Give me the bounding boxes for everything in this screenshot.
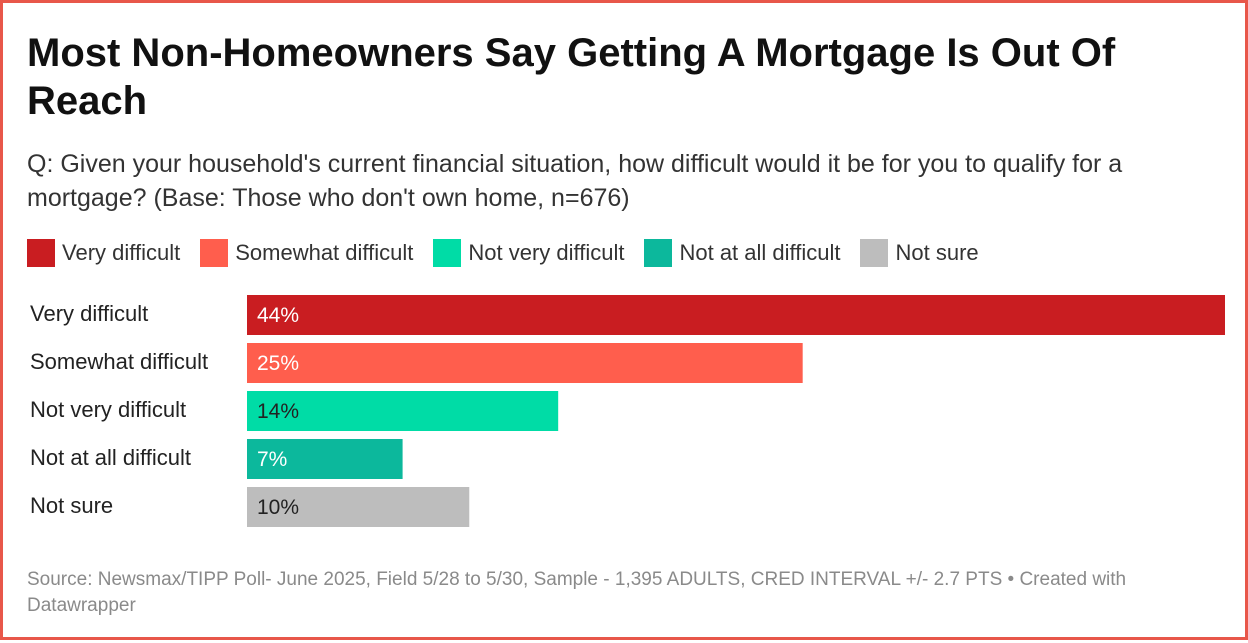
chart-subtitle: Q: Given your household's current financ… — [27, 150, 1123, 212]
value-label: 44% — [257, 304, 299, 327]
value-label: 7% — [257, 448, 287, 471]
legend-label: Not very difficult — [468, 240, 625, 265]
legend-item: Very difficult — [27, 239, 180, 267]
legend-item: Not sure — [860, 239, 979, 267]
legend-swatch — [433, 239, 462, 267]
legend-swatch — [644, 239, 673, 267]
category-label: Somewhat difficult — [30, 349, 208, 374]
category-label: Not very difficult — [30, 397, 186, 422]
legend-swatch — [200, 239, 229, 267]
bar-chart: Very difficult 44% Somewhat difficult 25% No… — [30, 295, 1225, 527]
bar — [247, 295, 1225, 335]
value-label: 10% — [257, 496, 299, 519]
value-label: 25% — [257, 352, 299, 375]
category-label: Not at all difficult — [30, 445, 191, 470]
category-label: Very difficult — [30, 301, 148, 326]
value-label: 14% — [257, 400, 299, 423]
legend-swatch — [860, 239, 889, 267]
legend-label: Not at all difficult — [679, 240, 841, 265]
legend-label: Not sure — [895, 240, 979, 265]
legend-item: Not very difficult — [433, 239, 624, 267]
bar — [247, 439, 403, 479]
legend-item: Not at all difficult — [644, 239, 840, 267]
bar — [247, 391, 559, 431]
legend-swatch — [27, 239, 55, 267]
legend-item: Somewhat difficult — [200, 239, 413, 267]
chart-title: Most Non-Homeowners Say Getting A Mortga… — [27, 31, 1116, 123]
bar — [247, 343, 803, 383]
legend-label: Somewhat difficult — [235, 240, 414, 265]
legend: Very difficult Somewhat difficult Not very… — [27, 237, 999, 269]
source-footer: Source: Newsmax/TIPP Poll- June 2025, Fi… — [27, 569, 1127, 616]
category-label: Not sure — [30, 493, 113, 518]
legend-label: Very difficult — [62, 240, 181, 265]
bar — [247, 487, 470, 527]
